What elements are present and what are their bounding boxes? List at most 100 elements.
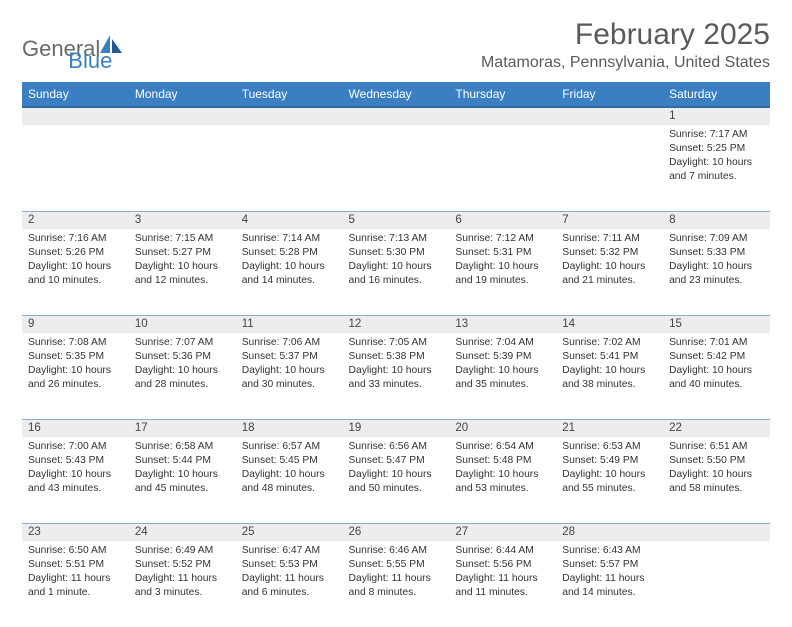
sunset-text: Sunset: 5:27 PM <box>135 246 230 260</box>
day-cell: Sunrise: 6:43 AMSunset: 5:57 PMDaylight:… <box>556 541 663 627</box>
day-details: Sunrise: 7:17 AMSunset: 5:25 PMDaylight:… <box>663 125 770 188</box>
day-details: Sunrise: 6:47 AMSunset: 5:53 PMDaylight:… <box>236 541 343 604</box>
day-number: 18 <box>242 422 255 434</box>
weekday-header: Monday <box>129 82 236 107</box>
daylight-text: Daylight: 10 hours and 45 minutes. <box>135 468 230 496</box>
sunrise-text: Sunrise: 6:43 AM <box>562 544 657 558</box>
sunrise-text: Sunrise: 7:05 AM <box>349 336 444 350</box>
title-block: February 2025 Matamoras, Pennsylvania, U… <box>481 18 770 72</box>
day-number-cell: 26 <box>343 523 450 541</box>
sunrise-text: Sunrise: 7:16 AM <box>28 232 123 246</box>
day-details: Sunrise: 7:15 AMSunset: 5:27 PMDaylight:… <box>129 229 236 292</box>
day-number: 3 <box>135 214 141 226</box>
day-number-cell: 24 <box>129 523 236 541</box>
daylight-text: Daylight: 10 hours and 28 minutes. <box>135 364 230 392</box>
day-number-cell: 16 <box>22 419 129 437</box>
day-number-cell: 5 <box>343 211 450 229</box>
day-number-cell <box>663 523 770 541</box>
daylight-text: Daylight: 10 hours and 26 minutes. <box>28 364 123 392</box>
day-number: 6 <box>455 214 461 226</box>
week-row: Sunrise: 7:08 AMSunset: 5:35 PMDaylight:… <box>22 333 770 419</box>
day-details: Sunrise: 7:08 AMSunset: 5:35 PMDaylight:… <box>22 333 129 396</box>
day-details: Sunrise: 7:00 AMSunset: 5:43 PMDaylight:… <box>22 437 129 500</box>
day-number: 11 <box>242 318 254 330</box>
day-cell: Sunrise: 7:13 AMSunset: 5:30 PMDaylight:… <box>343 229 450 315</box>
day-number-cell: 14 <box>556 315 663 333</box>
sunset-text: Sunset: 5:51 PM <box>28 558 123 572</box>
sunrise-text: Sunrise: 6:51 AM <box>669 440 764 454</box>
weekday-header: Sunday <box>22 82 129 107</box>
day-cell: Sunrise: 6:49 AMSunset: 5:52 PMDaylight:… <box>129 541 236 627</box>
day-number-cell: 21 <box>556 419 663 437</box>
day-number: 22 <box>669 422 682 434</box>
day-cell: Sunrise: 7:02 AMSunset: 5:41 PMDaylight:… <box>556 333 663 419</box>
day-number: 25 <box>242 526 255 538</box>
day-number-cell: 17 <box>129 419 236 437</box>
day-number: 1 <box>669 110 675 122</box>
day-number-cell <box>236 107 343 125</box>
day-cell: Sunrise: 6:47 AMSunset: 5:53 PMDaylight:… <box>236 541 343 627</box>
day-cell: Sunrise: 7:04 AMSunset: 5:39 PMDaylight:… <box>449 333 556 419</box>
day-details: Sunrise: 7:16 AMSunset: 5:26 PMDaylight:… <box>22 229 129 292</box>
day-details: Sunrise: 6:51 AMSunset: 5:50 PMDaylight:… <box>663 437 770 500</box>
sunrise-text: Sunrise: 6:47 AM <box>242 544 337 558</box>
sunset-text: Sunset: 5:45 PM <box>242 454 337 468</box>
day-number: 19 <box>349 422 362 434</box>
day-cell: Sunrise: 7:01 AMSunset: 5:42 PMDaylight:… <box>663 333 770 419</box>
sunrise-text: Sunrise: 7:12 AM <box>455 232 550 246</box>
day-number: 16 <box>28 422 41 434</box>
day-number-cell: 9 <box>22 315 129 333</box>
sunset-text: Sunset: 5:30 PM <box>349 246 444 260</box>
sunrise-text: Sunrise: 6:50 AM <box>28 544 123 558</box>
day-cell: Sunrise: 6:46 AMSunset: 5:55 PMDaylight:… <box>343 541 450 627</box>
sunset-text: Sunset: 5:47 PM <box>349 454 444 468</box>
location-subtitle: Matamoras, Pennsylvania, United States <box>481 54 770 72</box>
day-cell <box>556 125 663 211</box>
daylight-text: Daylight: 10 hours and 38 minutes. <box>562 364 657 392</box>
day-cell: Sunrise: 6:51 AMSunset: 5:50 PMDaylight:… <box>663 437 770 523</box>
day-number-cell: 4 <box>236 211 343 229</box>
weekday-header: Saturday <box>663 82 770 107</box>
day-details: Sunrise: 6:44 AMSunset: 5:56 PMDaylight:… <box>449 541 556 604</box>
week-row: Sunrise: 7:16 AMSunset: 5:26 PMDaylight:… <box>22 229 770 315</box>
day-details: Sunrise: 7:01 AMSunset: 5:42 PMDaylight:… <box>663 333 770 396</box>
day-number: 8 <box>669 214 675 226</box>
day-number-cell: 28 <box>556 523 663 541</box>
day-number: 20 <box>455 422 468 434</box>
day-details: Sunrise: 6:54 AMSunset: 5:48 PMDaylight:… <box>449 437 556 500</box>
day-number-cell <box>449 107 556 125</box>
logo: General Blue <box>22 18 112 74</box>
day-cell: Sunrise: 6:53 AMSunset: 5:49 PMDaylight:… <box>556 437 663 523</box>
day-number-cell: 1 <box>663 107 770 125</box>
day-cell: Sunrise: 7:16 AMSunset: 5:26 PMDaylight:… <box>22 229 129 315</box>
sunset-text: Sunset: 5:53 PM <box>242 558 337 572</box>
sunset-text: Sunset: 5:41 PM <box>562 350 657 364</box>
day-number: 9 <box>28 318 34 330</box>
day-number: 23 <box>28 526 41 538</box>
week-row: Sunrise: 7:00 AMSunset: 5:43 PMDaylight:… <box>22 437 770 523</box>
day-cell <box>343 125 450 211</box>
calendar-table: Sunday Monday Tuesday Wednesday Thursday… <box>22 82 770 627</box>
day-number: 15 <box>669 318 682 330</box>
day-cell: Sunrise: 6:57 AMSunset: 5:45 PMDaylight:… <box>236 437 343 523</box>
day-number: 2 <box>28 214 34 226</box>
sunset-text: Sunset: 5:43 PM <box>28 454 123 468</box>
sunset-text: Sunset: 5:25 PM <box>669 142 764 156</box>
day-number: 27 <box>455 526 468 538</box>
day-number-cell: 27 <box>449 523 556 541</box>
day-cell: Sunrise: 7:14 AMSunset: 5:28 PMDaylight:… <box>236 229 343 315</box>
day-details: Sunrise: 6:46 AMSunset: 5:55 PMDaylight:… <box>343 541 450 604</box>
daylight-text: Daylight: 11 hours and 6 minutes. <box>242 572 337 600</box>
week-row: Sunrise: 7:17 AMSunset: 5:25 PMDaylight:… <box>22 125 770 211</box>
sunrise-text: Sunrise: 7:01 AM <box>669 336 764 350</box>
day-cell <box>449 125 556 211</box>
logo-text-blue: Blue <box>68 48 112 74</box>
day-cell: Sunrise: 7:00 AMSunset: 5:43 PMDaylight:… <box>22 437 129 523</box>
sunrise-text: Sunrise: 7:17 AM <box>669 128 764 142</box>
day-number-cell: 11 <box>236 315 343 333</box>
day-number-cell <box>556 107 663 125</box>
day-number: 5 <box>349 214 355 226</box>
daylight-text: Daylight: 10 hours and 53 minutes. <box>455 468 550 496</box>
day-number-cell <box>343 107 450 125</box>
daylight-text: Daylight: 10 hours and 43 minutes. <box>28 468 123 496</box>
